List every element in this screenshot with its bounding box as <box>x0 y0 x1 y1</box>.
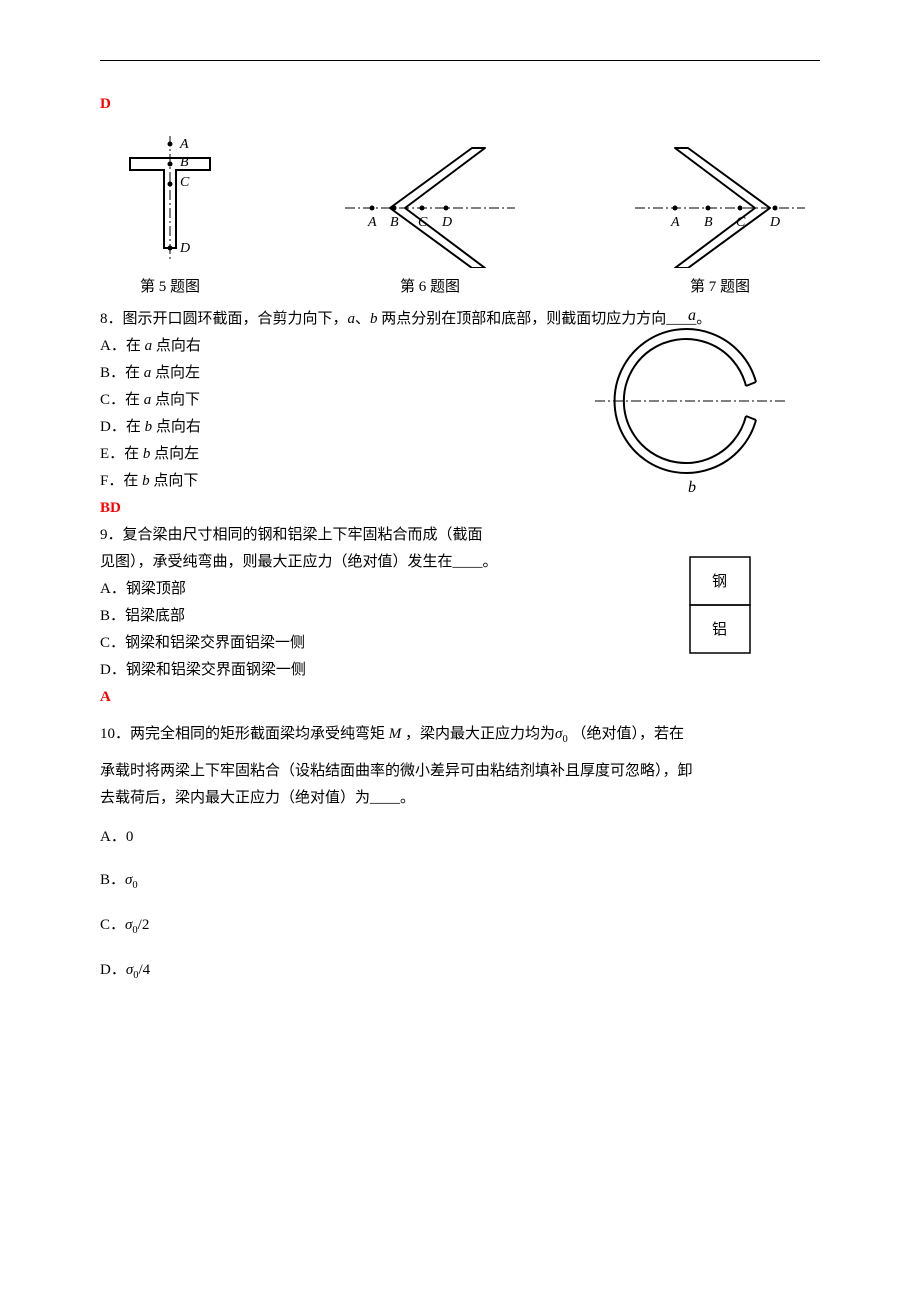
figure-6: A B C D 第 6 题图 <box>330 138 530 301</box>
question-9: 9．复合梁由尺寸相同的钢和铝梁上下牢固粘合而成（截面 见图），承受纯弯曲，则最大… <box>100 522 820 711</box>
figure-7: A B C D 第 7 题图 <box>620 138 820 301</box>
answer-8: BD <box>100 495 820 522</box>
svg-text:B: B <box>390 215 399 230</box>
svg-text:A: A <box>367 215 377 230</box>
svg-text:A: A <box>670 215 680 230</box>
figure-7-caption: 第 7 题图 <box>690 274 750 301</box>
figure-6-svg: A B C D <box>330 138 530 268</box>
svg-text:D: D <box>441 215 452 230</box>
figure-5-svg: A B C D <box>100 128 240 268</box>
figures-row-5-6-7: A B C D 第 5 题图 A B C D 第 6 题图 <box>100 128 820 301</box>
q10-option-B: B．σ0 <box>100 867 820 896</box>
q8-label-a: a <box>688 307 696 324</box>
figure-6-caption: 第 6 题图 <box>400 274 460 301</box>
fig5-label-A: A <box>179 137 189 152</box>
q9-label-steel: 钢 <box>712 573 727 590</box>
question-10: 10．两完全相同的矩形截面梁均承受纯弯矩 M ，梁内最大正应力均为σ0 （绝对值… <box>100 721 820 986</box>
q8-figure: a b <box>590 306 790 496</box>
question-8: 8．图示开口圆环截面，合剪力向下，a、b 两点分别在顶部和底部，则截面切应力方向… <box>100 306 820 522</box>
q10-stem-line1: 10．两完全相同的矩形截面梁均承受纯弯矩 M ，梁内最大正应力均为σ0 （绝对值… <box>100 721 820 750</box>
svg-text:D: D <box>769 215 780 230</box>
answer-9: A <box>100 684 820 711</box>
q9-stem-line1: 9．复合梁由尺寸相同的钢和铝梁上下牢固粘合而成（截面 <box>100 522 820 549</box>
q10-option-D: D．σ0/4 <box>100 957 820 986</box>
svg-text:B: B <box>704 215 713 230</box>
svg-text:C: C <box>418 215 428 230</box>
q8-label-b: b <box>688 479 696 496</box>
q10-option-A: A．0 <box>100 824 820 851</box>
svg-text:C: C <box>736 215 746 230</box>
figure-7-svg: A B C D <box>620 138 820 268</box>
figure-5: A B C D 第 5 题图 <box>100 128 240 301</box>
figure-5-caption: 第 5 题图 <box>140 274 200 301</box>
q9-figure: 钢 铝 <box>680 552 760 662</box>
q9-label-al: 铝 <box>712 621 727 638</box>
q10-stem-line3: 去载荷后，梁内最大正应力（绝对值）为____。 <box>100 785 820 812</box>
q10-option-C: C．σ0/2 <box>100 912 820 941</box>
answer-5: D <box>100 91 820 118</box>
header-rule <box>100 60 820 61</box>
q10-stem-line2: 承载时将两梁上下牢固粘合（设粘结面曲率的微小差异可由粘结剂填补且厚度可忽略），卸 <box>100 758 820 785</box>
fig5-label-B: B <box>180 155 189 170</box>
fig5-label-C: C <box>180 175 190 190</box>
fig5-label-D: D <box>179 241 190 256</box>
